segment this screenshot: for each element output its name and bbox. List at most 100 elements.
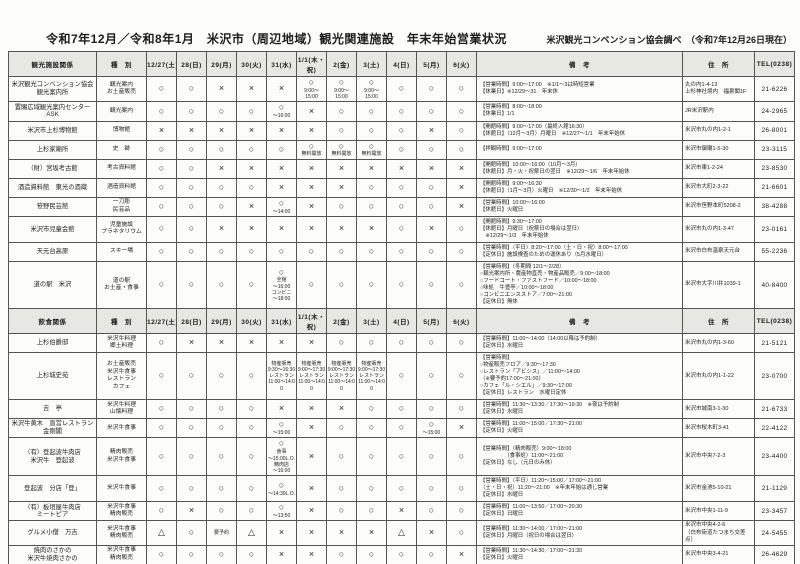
status-mark: ○ <box>248 450 255 461</box>
status-detail: 9:00～ 15:00 <box>304 87 319 101</box>
status-cell: × <box>446 158 477 179</box>
status-cell: ○ <box>176 215 207 243</box>
status-mark: ○ <box>428 83 435 94</box>
facility-name-cell: 酒造資料館 東光の酒蔵 <box>8 177 97 198</box>
status-cell: ○ <box>386 241 417 262</box>
remarks-cell: 【営業時間】11:30～14:00／17:00～21:00 【定休日】月曜日（祝… <box>476 520 683 546</box>
status-mark: ○ <box>188 223 195 234</box>
status-mark: ○ <box>158 505 165 516</box>
status-cell: △ <box>146 520 177 546</box>
status-cell: ○ <box>206 139 237 160</box>
remarks-cell: 【営業時間】8:00～18:00 【休業日】1/1 <box>476 101 683 122</box>
status-mark: ○ <box>278 479 285 490</box>
remarks-cell: 【開館時間】9:00～17:00（最終入館16:30） 【休館日】（12月～3月… <box>476 120 683 141</box>
facility-name-cell: 上杉家廟所 <box>8 139 97 160</box>
status-cell: ○ <box>236 101 267 122</box>
status-cell: ○ <box>386 101 417 122</box>
remarks-cell: 【営業時間】（平日）11:20～15:00／17:00～21:00 （土・日・祝… <box>476 475 683 503</box>
facility-row: 上杉家廟所史 跡 ○ ○ ○ ○ ○ ○ 無料開放 ○ 無料開放 ○ 無料開放 ○ ○ ○ 【拝観時間】9:0… <box>8 139 795 160</box>
status-cell: × <box>446 544 477 564</box>
status-mark: ○ <box>188 422 195 433</box>
status-mark: ○ <box>368 246 375 257</box>
status-mark: × <box>308 548 315 559</box>
status-mark: ○ <box>458 337 465 348</box>
address-cell: 米沢市丸の内1-3-47 <box>682 215 755 243</box>
status-cell: ○ <box>176 260 207 310</box>
tel-cell: 21-6601 <box>754 177 795 198</box>
facility-name-cell: （有）登起波牛肉店 米沢牛 登起波 <box>8 437 97 477</box>
status-mark: ○ <box>158 162 165 173</box>
status-mark: ○ <box>308 77 315 87</box>
status-mark: × <box>278 181 285 192</box>
status-mark: ○ <box>278 102 285 113</box>
status-mark: ○ <box>188 83 195 94</box>
status-mark: ○ <box>338 337 345 348</box>
status-mark: ○ <box>338 140 345 151</box>
facility-row: （財）宮坂考古館 考古資料館 ○ ○ × × × × × × × × × 【開館時間】10:00～16:0… <box>8 158 795 179</box>
status-mark: × <box>308 450 315 461</box>
status-cell: ○ <box>236 418 267 439</box>
remarks-cell: 【営業時間】10:00～16:00 【休館日】火曜日 <box>476 196 683 217</box>
status-mark: × <box>458 181 465 192</box>
status-cell: ○ <box>446 101 477 122</box>
tel-column-header: TEL(0238) <box>754 51 795 77</box>
status-mark: × <box>278 403 285 414</box>
facility-row: 酒造資料館 東光の酒蔵 酒造資料館 ○ ○ ○ ○ × × × ○ ○ ○ × 【開館時間】9:00～16… <box>8 177 795 198</box>
status-cell: ○ ～13:50 <box>266 501 297 522</box>
status-mark: ○ <box>458 124 465 135</box>
status-cell: ○ <box>326 418 357 439</box>
status-mark: ○ <box>368 548 375 559</box>
remarks-cell: 【営業時間】11:00～14:00（14:00以降は予約制） 【定休日】水曜日 <box>476 333 683 354</box>
status-mark: ○ <box>188 200 195 211</box>
status-mark: △ <box>248 527 255 538</box>
facility-row: 登起波 分店「登」 米沢牛食事 ○ ○ ○ ○ ○ ～14:30L.O. × ○ ○ ○ ○ ○ 【営業時間… <box>8 475 795 503</box>
status-mark: × <box>278 124 285 135</box>
status-cell: × <box>236 215 267 243</box>
status-cell: ○ <box>206 260 237 310</box>
facility-type-cell: 道の駅 お土産・食事 <box>96 260 147 310</box>
status-cell: ○ <box>326 475 357 503</box>
status-mark: ○ <box>218 422 225 433</box>
status-mark: × <box>278 83 285 94</box>
status-cell: ○ <box>176 75 207 103</box>
status-mark: ○ <box>368 279 375 290</box>
status-mark: ○ <box>188 527 195 538</box>
status-mark: ○ <box>398 223 405 234</box>
tel-cell: 21-6226 <box>754 75 795 103</box>
status-cell: × <box>236 120 267 141</box>
status-cell: ○ <box>176 101 207 122</box>
status-cell: ○ <box>236 399 267 420</box>
tel-cell: 23-4400 <box>754 437 795 477</box>
facility-type-cell: 米沢牛食事 <box>96 418 147 439</box>
status-mark: ○ <box>278 502 285 513</box>
status-mark: ○ <box>338 279 345 290</box>
status-cell: × <box>356 158 387 179</box>
status-mark: ○ <box>398 200 405 211</box>
status-mark: ○ <box>338 505 345 516</box>
status-cell: ○ <box>146 437 177 477</box>
status-cell: ○ <box>416 333 447 354</box>
facility-type-cell: 児童施設 プラネタリウム <box>96 215 147 243</box>
status-mark: ○ <box>398 337 405 348</box>
status-mark: × <box>278 548 285 559</box>
status-mark: × <box>458 162 465 173</box>
status-mark: ○ <box>248 422 255 433</box>
status-mark: ○ <box>188 105 195 116</box>
status-mark: ○ <box>248 548 255 559</box>
status-mark: ○ <box>338 482 345 493</box>
status-mark: ○ <box>248 143 255 154</box>
remarks-column-header: 備 考 <box>476 308 683 335</box>
status-cell: ○ <box>446 333 477 354</box>
status-mark: ○ <box>458 105 465 116</box>
address-cell: 米沢市白布温泉天元台 <box>682 241 755 262</box>
status-cell: × <box>236 196 267 217</box>
status-mark: ○ <box>218 279 225 290</box>
address-column-header: 住 所 <box>682 51 755 77</box>
status-cell: × <box>296 437 327 477</box>
status-cell: ○ <box>206 475 237 503</box>
facility-name-cell: 登起波 分店「登」 <box>8 475 97 503</box>
facility-name-cell: 上杉伯爵邸 <box>8 333 97 354</box>
status-cell: ○ <box>326 196 357 217</box>
status-cell: ○ <box>446 75 477 103</box>
status-cell: ○ <box>146 139 177 160</box>
